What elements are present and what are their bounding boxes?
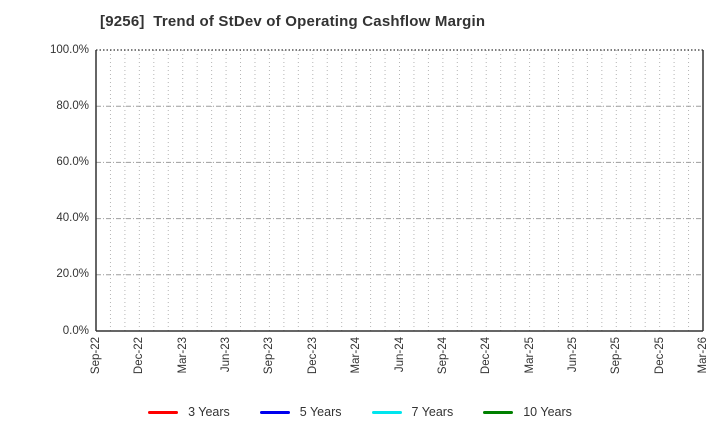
x-tick-label: Jun-25: [566, 337, 579, 373]
x-tick-label: Jun-24: [393, 337, 406, 373]
legend-item-label: 5 Years: [299, 405, 342, 419]
legend-item: 5 Years: [259, 405, 342, 419]
legend-swatch-line: [483, 410, 514, 414]
y-tick-label: 60.0%: [56, 155, 89, 168]
x-tick-label: Sep-22: [90, 337, 102, 375]
legend-item-label: 3 Years: [188, 405, 230, 419]
legend: 3 Years 5 Years 7 Years 10 Years: [0, 401, 720, 423]
x-tick-label: Sep-23: [263, 337, 276, 375]
x-tick-label: Mar-23: [176, 337, 189, 374]
legend-item: 10 Years: [483, 405, 572, 419]
y-tick-label: 80.0%: [56, 99, 89, 112]
y-tick-label: 20.0%: [56, 268, 89, 281]
x-tick-label: Mar-24: [350, 337, 363, 374]
legend-item: 7 Years: [371, 405, 454, 419]
y-tick-label: 100.0%: [49, 43, 89, 56]
legend-swatch-line: [148, 410, 179, 414]
x-tick-label: Jun-23: [220, 337, 233, 373]
y-tick-label: 0.0%: [62, 324, 89, 337]
legend-item: 3 Years: [148, 405, 230, 419]
legend-item-label: 7 Years: [411, 405, 454, 419]
x-tick-label: Dec-24: [480, 337, 493, 375]
x-tick-label: Sep-24: [436, 337, 449, 375]
chart-title: [9256] Trend of StDev of Operating Cashf…: [100, 13, 486, 30]
x-tick-label: Sep-25: [610, 337, 623, 375]
legend-swatch-line: [371, 410, 402, 414]
legend-swatch-line: [259, 410, 290, 414]
x-tick-label: Dec-23: [306, 337, 319, 375]
x-tick-label: Mar-25: [523, 337, 536, 374]
y-tick-label: 40.0%: [56, 212, 89, 225]
x-tick-label: Dec-22: [133, 337, 146, 375]
x-tick-label: Mar-26: [697, 337, 709, 374]
legend-item-label: 10 Years: [523, 405, 572, 419]
x-tick-label: Dec-25: [653, 337, 666, 375]
